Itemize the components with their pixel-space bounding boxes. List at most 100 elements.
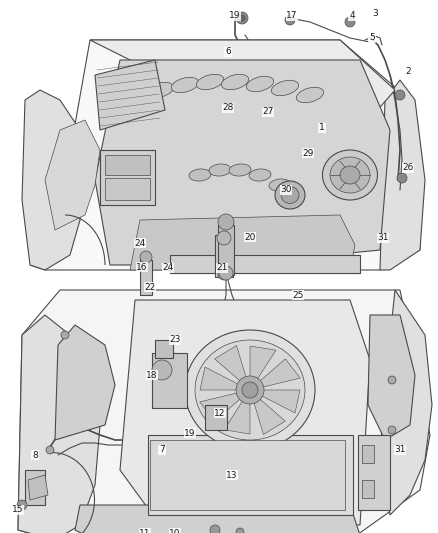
Circle shape [345, 17, 355, 27]
Ellipse shape [246, 76, 274, 92]
Ellipse shape [269, 179, 291, 191]
Polygon shape [90, 40, 395, 130]
Polygon shape [380, 290, 432, 515]
Ellipse shape [275, 181, 305, 209]
Ellipse shape [171, 77, 199, 93]
Polygon shape [262, 390, 300, 413]
Text: 4: 4 [349, 12, 355, 20]
Ellipse shape [189, 169, 211, 181]
Polygon shape [18, 315, 100, 533]
Ellipse shape [229, 164, 251, 176]
Text: 31: 31 [394, 446, 406, 455]
Ellipse shape [322, 150, 378, 200]
Ellipse shape [297, 87, 324, 103]
Ellipse shape [196, 74, 224, 90]
Circle shape [152, 360, 172, 380]
Text: 19: 19 [184, 429, 196, 438]
Circle shape [388, 376, 396, 384]
Ellipse shape [340, 166, 360, 184]
Ellipse shape [195, 340, 305, 440]
Ellipse shape [330, 157, 370, 193]
Circle shape [397, 173, 407, 183]
Circle shape [218, 214, 234, 230]
Circle shape [239, 15, 245, 21]
Circle shape [140, 251, 152, 263]
Text: 3: 3 [372, 10, 378, 19]
Ellipse shape [281, 187, 299, 204]
Text: 27: 27 [262, 108, 274, 117]
Text: 19: 19 [229, 12, 241, 20]
Text: 1: 1 [319, 124, 325, 133]
Ellipse shape [221, 74, 249, 90]
Bar [25, 470, 45, 505]
Text: 24: 24 [134, 238, 145, 247]
Text: 2: 2 [405, 68, 411, 77]
Text: 28: 28 [223, 103, 234, 112]
Bar [148, 435, 353, 515]
Text: 18: 18 [146, 370, 158, 379]
Circle shape [395, 90, 405, 100]
Text: 31: 31 [377, 233, 389, 243]
Text: 20: 20 [244, 232, 256, 241]
Ellipse shape [272, 80, 299, 95]
Circle shape [219, 266, 233, 280]
Circle shape [210, 525, 220, 533]
Bar [105, 178, 150, 200]
Polygon shape [368, 315, 415, 440]
Circle shape [236, 528, 244, 533]
Ellipse shape [185, 330, 315, 450]
Circle shape [236, 376, 264, 404]
Text: 11: 11 [139, 529, 151, 533]
Bar [155, 340, 173, 358]
Text: 8: 8 [32, 450, 38, 459]
Text: 30: 30 [280, 185, 292, 195]
Polygon shape [22, 90, 85, 270]
Text: 6: 6 [225, 47, 231, 56]
Bar [105, 155, 150, 175]
Polygon shape [95, 60, 390, 265]
Text: 7: 7 [159, 446, 165, 455]
Text: 29: 29 [302, 149, 314, 157]
Bar [205, 405, 227, 430]
Bar [215, 235, 233, 277]
Circle shape [46, 446, 54, 454]
Bar [362, 480, 374, 498]
Circle shape [218, 268, 230, 280]
Text: 22: 22 [145, 282, 155, 292]
Text: 25: 25 [292, 290, 304, 300]
Circle shape [17, 500, 27, 510]
Bar [152, 353, 187, 408]
Polygon shape [380, 80, 425, 270]
Bar [150, 440, 345, 510]
Polygon shape [55, 325, 115, 440]
Polygon shape [200, 367, 238, 390]
Ellipse shape [249, 169, 271, 181]
Text: 5: 5 [369, 34, 375, 43]
Polygon shape [120, 300, 370, 525]
Text: 12: 12 [214, 408, 226, 417]
Bar [362, 445, 374, 463]
Polygon shape [45, 120, 100, 230]
Polygon shape [254, 398, 285, 434]
Polygon shape [18, 290, 430, 533]
Circle shape [217, 231, 231, 245]
Ellipse shape [209, 164, 231, 176]
Text: 10: 10 [169, 529, 181, 533]
Polygon shape [95, 60, 165, 130]
Polygon shape [200, 393, 241, 421]
Polygon shape [215, 345, 247, 382]
Text: 16: 16 [136, 262, 148, 271]
Bar [358, 435, 390, 510]
Text: 23: 23 [170, 335, 181, 344]
Polygon shape [258, 359, 300, 387]
Text: 26: 26 [403, 164, 413, 173]
Bar [170, 255, 360, 273]
Polygon shape [130, 215, 355, 270]
Text: 24: 24 [162, 263, 173, 272]
Polygon shape [30, 40, 420, 270]
Polygon shape [224, 400, 250, 434]
Polygon shape [75, 505, 360, 533]
Bar [218, 225, 234, 275]
Polygon shape [28, 475, 48, 500]
Circle shape [388, 426, 396, 434]
